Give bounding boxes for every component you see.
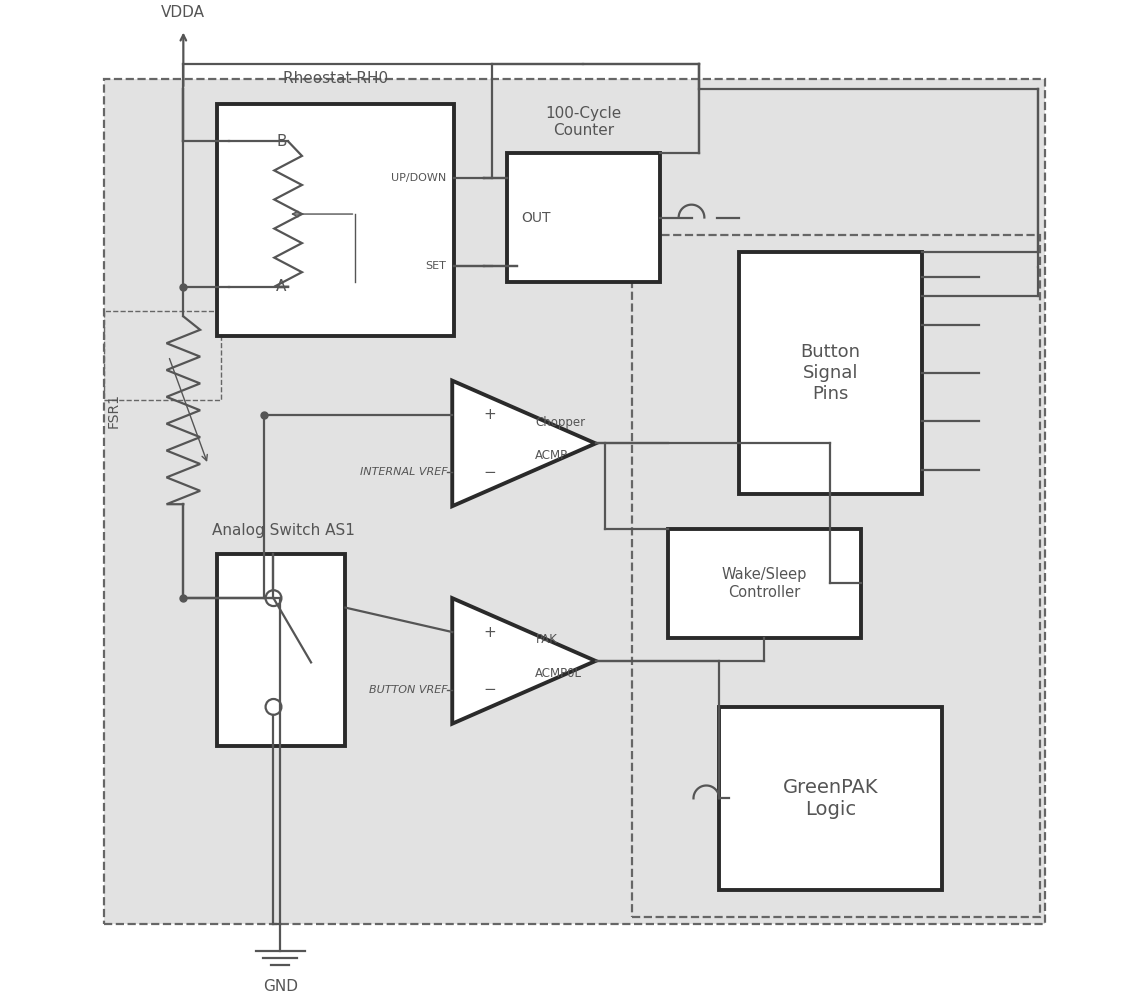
Text: GND: GND	[263, 979, 297, 994]
Text: +: +	[484, 624, 496, 639]
Bar	[739, 252, 922, 494]
Text: VDDA: VDDA	[162, 5, 205, 20]
Text: Button
Signal
Pins: Button Signal Pins	[800, 344, 861, 403]
Bar	[217, 104, 454, 336]
Bar	[104, 79, 1046, 924]
Text: Chopper: Chopper	[535, 415, 586, 428]
Text: INTERNAL VREF: INTERNAL VREF	[360, 467, 448, 477]
Text: +: +	[484, 407, 496, 422]
Text: 100-Cycle
Counter: 100-Cycle Counter	[545, 106, 622, 138]
Text: BUTTON VREF: BUTTON VREF	[369, 685, 448, 695]
Bar	[632, 235, 1039, 917]
Text: −: −	[484, 465, 496, 480]
Text: SET: SET	[425, 261, 447, 272]
Text: UP/DOWN: UP/DOWN	[392, 173, 447, 183]
Text: OUT: OUT	[522, 210, 551, 224]
Text: ACMP0L: ACMP0L	[535, 667, 582, 680]
Text: Rheostat RH0: Rheostat RH0	[283, 71, 388, 86]
Text: Analog Switch AS1: Analog Switch AS1	[212, 523, 355, 538]
Bar	[217, 554, 346, 746]
Text: Wake/Sleep
Controller: Wake/Sleep Controller	[721, 567, 807, 600]
Polygon shape	[452, 599, 596, 724]
Text: ACMP: ACMP	[535, 449, 569, 462]
Bar	[507, 153, 660, 282]
Bar	[719, 707, 941, 889]
Text: −: −	[484, 682, 496, 697]
Text: A: A	[276, 279, 286, 294]
Polygon shape	[452, 380, 596, 506]
Bar	[104, 312, 221, 400]
Text: PAK: PAK	[535, 633, 558, 646]
Bar	[668, 529, 861, 637]
Text: GreenPAK
Logic: GreenPAK Logic	[783, 778, 879, 819]
Text: B: B	[276, 133, 287, 148]
Text: FSR1: FSR1	[107, 392, 121, 428]
